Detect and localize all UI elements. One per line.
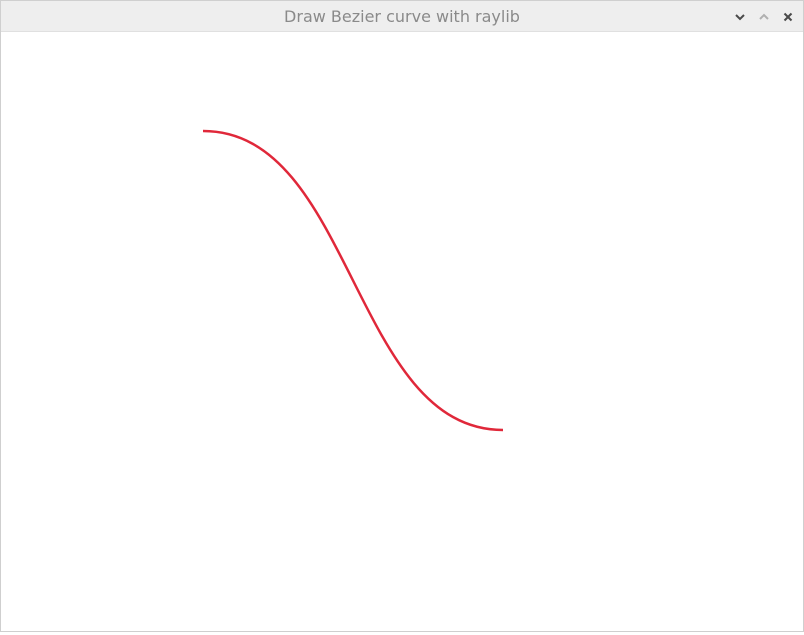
title-bar[interactable]: Draw Bezier curve with raylib <box>1 1 803 32</box>
minimize-button[interactable] <box>731 7 749 27</box>
close-button[interactable] <box>779 7 797 27</box>
maximize-button[interactable] <box>755 7 773 27</box>
close-icon <box>783 12 793 22</box>
window-controls <box>731 6 797 28</box>
chevron-down-icon <box>735 14 745 21</box>
canvas-surface <box>202 129 504 432</box>
drawing-canvas[interactable] <box>1 32 803 631</box>
chevron-up-icon <box>759 13 769 20</box>
bezier-curve <box>202 129 504 432</box>
window-title: Draw Bezier curve with raylib <box>284 7 520 26</box>
